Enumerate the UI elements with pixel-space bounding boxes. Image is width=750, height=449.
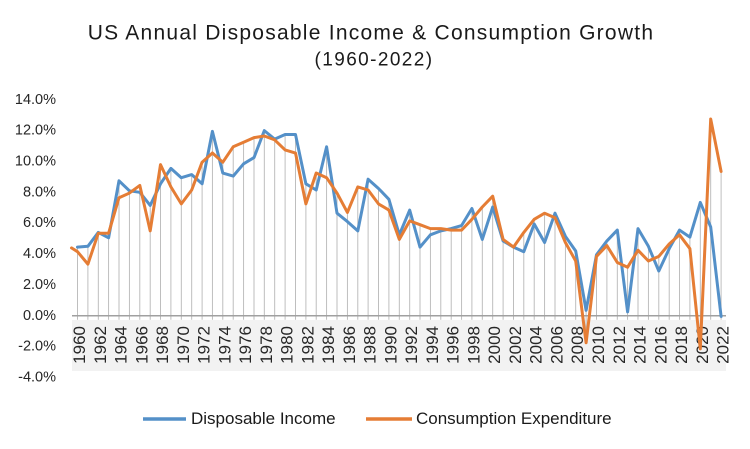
svg-text:1998: 1998 (464, 326, 483, 364)
svg-text:1964: 1964 (112, 326, 131, 364)
svg-text:2012: 2012 (610, 326, 629, 364)
svg-text:1978: 1978 (257, 326, 276, 364)
svg-text:8.0%: 8.0% (23, 184, 56, 200)
svg-text:2.0%: 2.0% (23, 277, 56, 293)
svg-text:1970: 1970 (174, 326, 193, 364)
svg-text:1992: 1992 (402, 326, 421, 364)
svg-text:-4.0%: -4.0% (18, 370, 56, 386)
svg-text:1990: 1990 (381, 326, 400, 364)
svg-text:12.0%: 12.0% (15, 123, 56, 139)
svg-text:1996: 1996 (444, 326, 463, 364)
svg-text:1968: 1968 (153, 326, 172, 364)
svg-text:Disposable Income: Disposable Income (191, 409, 336, 428)
svg-text:2004: 2004 (527, 326, 546, 364)
svg-text:Consumption Expenditure: Consumption Expenditure (416, 409, 612, 428)
svg-text:2016: 2016 (651, 326, 670, 364)
svg-text:6.0%: 6.0% (23, 215, 56, 231)
svg-text:1972: 1972 (195, 326, 214, 364)
svg-text:4.0%: 4.0% (23, 246, 56, 262)
svg-text:1986: 1986 (340, 326, 359, 364)
svg-text:0.0%: 0.0% (23, 308, 56, 324)
svg-text:1982: 1982 (298, 326, 317, 364)
svg-text:2002: 2002 (506, 326, 525, 364)
svg-text:2006: 2006 (548, 326, 567, 364)
svg-text:2018: 2018 (672, 326, 691, 364)
svg-text:1960: 1960 (70, 326, 89, 364)
svg-text:2008: 2008 (568, 326, 587, 364)
svg-text:1994: 1994 (423, 326, 442, 364)
svg-text:(1960-2022): (1960-2022) (315, 50, 434, 71)
svg-text:2014: 2014 (631, 326, 650, 364)
svg-text:1966: 1966 (132, 326, 151, 364)
svg-text:14.0%: 14.0% (15, 92, 56, 108)
svg-text:1988: 1988 (361, 326, 380, 364)
svg-text:1980: 1980 (278, 326, 297, 364)
svg-text:1962: 1962 (91, 326, 110, 364)
svg-text:1976: 1976 (236, 326, 255, 364)
svg-text:-2.0%: -2.0% (18, 339, 56, 355)
svg-text:1974: 1974 (215, 326, 234, 364)
svg-text:US Annual Disposable Income &: US Annual Disposable Income & Consumptio… (88, 21, 655, 44)
svg-text:1984: 1984 (319, 326, 338, 364)
svg-text:2010: 2010 (589, 326, 608, 364)
svg-text:10.0%: 10.0% (15, 154, 56, 170)
svg-text:2022: 2022 (714, 326, 733, 364)
svg-text:2000: 2000 (485, 326, 504, 364)
